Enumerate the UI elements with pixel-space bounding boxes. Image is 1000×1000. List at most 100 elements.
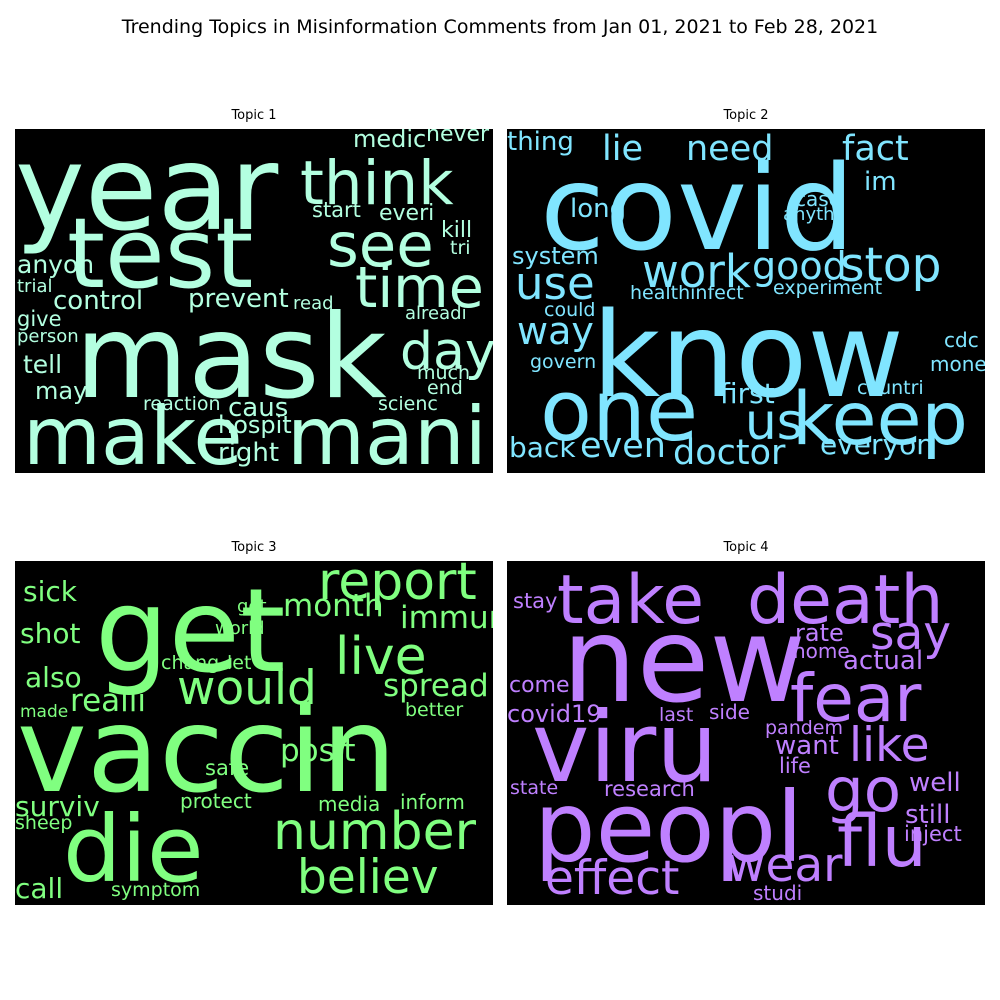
word-new: new [562, 591, 806, 729]
word-inject: inject [904, 822, 962, 846]
word-keep: keep [792, 377, 968, 462]
word-see: see [327, 210, 434, 281]
word-get: get [95, 564, 285, 699]
word-never: never [426, 129, 490, 147]
word-pandem: pandem [765, 717, 843, 739]
word-viru: viru [532, 691, 718, 804]
word-use: use [515, 257, 595, 310]
word-year: year [15, 129, 279, 257]
word-day: day [400, 322, 493, 382]
word-surviv: surviv [15, 790, 100, 823]
word-side: side [709, 700, 750, 724]
word-first: first [720, 377, 775, 410]
word-peopl: peopl [534, 771, 803, 884]
word-could: could [544, 299, 595, 321]
word-way: way [517, 309, 594, 353]
word-case: case [795, 187, 841, 211]
word-live: live [335, 627, 427, 687]
word-tell: tell [23, 350, 62, 379]
word-cloud-topic-3: vaccin get die report live would number believ m… [15, 561, 493, 905]
word-go: go [825, 755, 901, 826]
word-long: long [570, 194, 626, 224]
word-last: last [659, 704, 693, 726]
word-end: end [427, 377, 463, 399]
word-may: may [35, 377, 87, 405]
word-control: control [53, 286, 143, 316]
word-im: im [864, 167, 897, 197]
word-spread: spread [383, 668, 489, 704]
word-also: also [25, 661, 82, 694]
word-say: say [870, 606, 951, 661]
word-home: home [793, 639, 850, 663]
word-vaccin: vaccin [17, 681, 396, 819]
word-covid: covid [540, 139, 855, 277]
word-flu: flu [837, 800, 927, 883]
word-report: report [318, 561, 477, 612]
word-effect: effect [545, 851, 679, 905]
word-fear: fear [790, 660, 922, 737]
word-sick: sick [23, 575, 78, 608]
word-good: good [752, 244, 847, 288]
word-cloud-topic-1: year mask test make mani think see time day contr… [15, 129, 493, 473]
word-number: number [273, 802, 477, 862]
word-actual: actual [843, 646, 923, 676]
word-life: life [779, 754, 811, 778]
word-everyon: everyon [820, 428, 934, 461]
word-person: person [17, 326, 79, 347]
word-alreadi: alreadi [405, 303, 467, 324]
word-start: start [312, 198, 361, 222]
word-time: time [355, 255, 484, 321]
word-back: back [509, 431, 576, 464]
word-inform: inform [400, 790, 465, 814]
word-experiment: experiment [773, 277, 882, 299]
word-think: think [300, 148, 454, 219]
word-system: system [512, 242, 599, 270]
word-would: would [177, 661, 317, 716]
word-take: take [557, 561, 704, 640]
word-believ: believ [297, 850, 439, 905]
figure-title: Trending Topics in Misinformation Commen… [121, 16, 879, 38]
word-call: call [15, 872, 63, 905]
word-read: read [293, 293, 334, 314]
word-make: make [23, 390, 243, 473]
word-better: better [405, 699, 463, 721]
word-stop: stop [840, 238, 942, 293]
word-caus: caus [228, 393, 288, 423]
panel-title-topic-4: Topic 4 [723, 540, 769, 555]
word-work: work [642, 245, 751, 298]
word-media: media [318, 792, 380, 816]
word-much: much [417, 362, 470, 384]
word-prevent: prevent [188, 284, 289, 314]
word-mask: mask [75, 290, 387, 425]
word-like: like [849, 718, 930, 773]
word-cdc: cdc [944, 328, 979, 352]
word-research: research [604, 777, 695, 801]
word-posit: posit [280, 733, 356, 769]
word-realli: realli [70, 683, 146, 719]
word-give: give [17, 307, 62, 331]
panel-title-topic-1: Topic 1 [231, 108, 277, 123]
word-got: got [237, 596, 267, 617]
word-mani: mani [287, 390, 487, 473]
word-reaction: reaction [143, 393, 221, 415]
word-let: let [227, 652, 251, 674]
word-anyth: anyth [783, 204, 835, 225]
word-immun: immun [400, 600, 493, 636]
word-money: money [930, 352, 985, 376]
word-lie: lie [602, 129, 643, 169]
word-test: test [67, 197, 253, 310]
word-know: know [592, 286, 904, 424]
word-safe: safe [205, 756, 249, 780]
word-state: state [510, 777, 558, 799]
word-one: one [540, 362, 698, 461]
panel-title-topic-2: Topic 2 [723, 108, 769, 123]
word-countri: countri [857, 377, 924, 399]
word-need: need [686, 129, 773, 169]
word-fact: fact [842, 129, 909, 169]
word-covid19: covid19 [507, 700, 602, 728]
word-cloud-topic-2: covid know one keep us stop work use good way need… [507, 129, 985, 473]
word-everi: everi [379, 201, 434, 226]
word-made: made [20, 702, 68, 722]
word-death: death [747, 561, 943, 640]
word-anyon: anyon [17, 250, 94, 279]
